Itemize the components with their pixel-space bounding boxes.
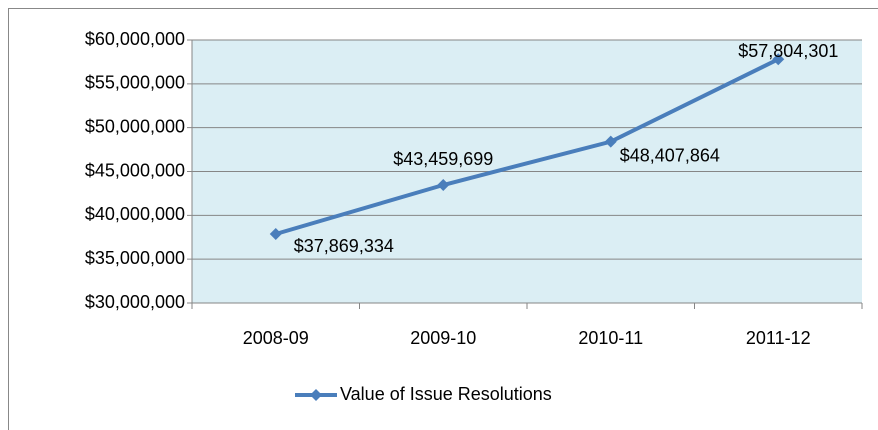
data-label: $43,459,699 [393,149,493,169]
y-tick-label: $35,000,000 [85,248,185,268]
data-point [604,135,617,148]
y-tick-label: $45,000,000 [85,160,185,180]
y-tick-label: $40,000,000 [85,204,185,224]
data-label: $57,804,301 [738,41,838,61]
series-line [275,57,780,236]
data-point [772,53,785,66]
y-tick-label: $60,000,000 [85,29,185,49]
x-tick-label: 2011-12 [746,328,811,348]
y-tick-label: $55,000,000 [85,73,185,93]
y-tick-label: $30,000,000 [85,292,185,312]
x-tick-label: 2008-09 [243,328,309,348]
x-tick-label: 2010-11 [578,328,643,348]
data-label: $48,407,864 [620,145,720,165]
data-point [437,179,450,192]
legend-label: Value of Issue Resolutions [340,384,552,404]
data-label: $37,869,334 [294,236,394,256]
data-point [269,228,282,241]
x-tick-label: 2009-10 [410,328,476,348]
legend-marker [310,389,322,401]
y-tick-label: $50,000,000 [85,116,185,136]
